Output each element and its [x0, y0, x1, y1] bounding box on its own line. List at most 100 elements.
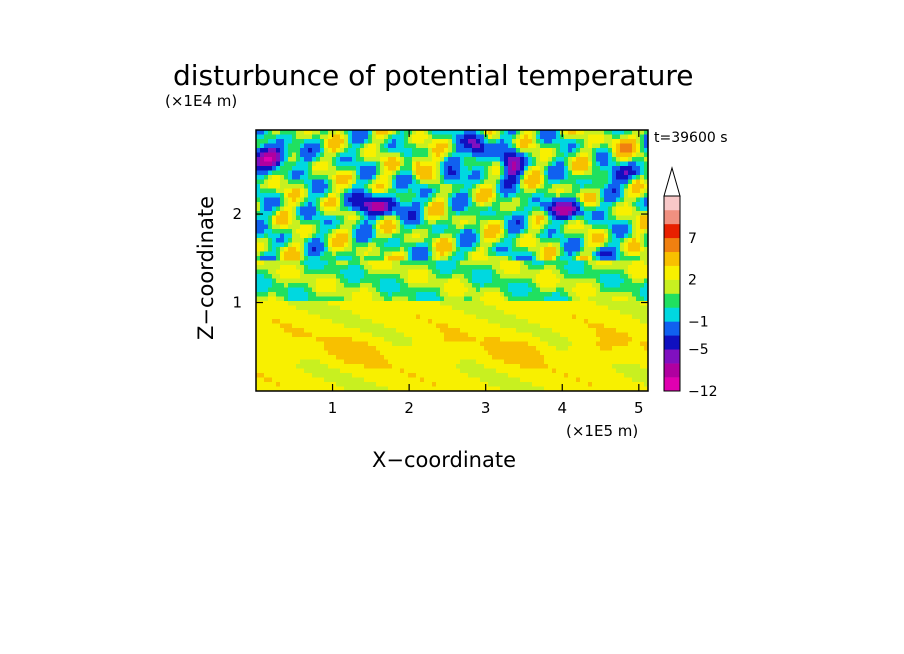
field-cell — [576, 170, 581, 176]
field-cell — [336, 256, 341, 262]
field-cell — [604, 323, 609, 329]
field-cell — [392, 301, 397, 307]
field-cell — [264, 278, 269, 284]
field-cell — [544, 179, 549, 185]
field-cell — [388, 161, 393, 167]
field-cell — [464, 170, 469, 176]
field-cell — [584, 278, 589, 284]
field-cell — [504, 328, 509, 334]
field-cell — [560, 202, 565, 208]
field-cell — [512, 296, 517, 302]
field-cell — [288, 269, 293, 275]
field-cell — [356, 283, 361, 289]
field-cell — [504, 220, 509, 226]
field-cell — [340, 355, 345, 361]
field-cell — [608, 229, 613, 235]
field-cell — [328, 296, 333, 302]
field-cell — [308, 211, 313, 217]
field-cell — [548, 143, 553, 149]
field-cell — [328, 355, 333, 361]
field-cell — [644, 152, 648, 158]
field-cell — [584, 251, 589, 257]
field-cell — [408, 193, 413, 199]
field-cell — [384, 206, 389, 212]
field-cell — [632, 337, 637, 343]
field-cell — [628, 211, 633, 217]
field-cell — [496, 323, 501, 329]
field-cell — [388, 269, 393, 275]
field-cell — [624, 197, 629, 203]
field-cell — [596, 278, 601, 284]
field-cell — [256, 233, 261, 239]
field-cell — [344, 202, 349, 208]
field-cell — [268, 265, 273, 271]
field-cell — [424, 143, 429, 149]
field-cell — [580, 130, 585, 136]
field-cell — [584, 283, 589, 289]
field-cell — [412, 346, 417, 352]
field-cell — [380, 197, 385, 203]
field-cell — [448, 161, 453, 167]
field-cell — [392, 166, 397, 172]
field-cell — [512, 247, 517, 253]
field-cell — [284, 247, 289, 253]
field-cell — [616, 283, 621, 289]
field-cell — [472, 305, 477, 311]
field-cell — [288, 193, 293, 199]
field-cell — [480, 134, 485, 140]
field-cell — [376, 148, 381, 154]
field-cell — [508, 341, 513, 347]
field-cell — [428, 211, 433, 217]
field-cell — [304, 188, 309, 194]
field-cell — [328, 161, 333, 167]
field-cell — [392, 211, 397, 217]
field-cell — [580, 310, 585, 316]
field-cell — [628, 242, 633, 248]
field-cell — [352, 314, 357, 320]
field-cell — [268, 350, 273, 356]
field-cell — [428, 188, 433, 194]
field-cell — [636, 197, 641, 203]
field-cell — [444, 224, 449, 230]
field-cell — [272, 229, 277, 235]
field-cell — [376, 292, 381, 298]
field-cell — [468, 179, 473, 185]
field-cell — [492, 238, 497, 244]
field-cell — [356, 314, 361, 320]
field-cell — [440, 287, 445, 293]
field-cell — [460, 206, 465, 212]
field-cell — [440, 224, 445, 230]
field-cell — [548, 224, 553, 230]
field-cell — [284, 170, 289, 176]
field-cell — [612, 143, 617, 149]
field-cell — [360, 170, 365, 176]
field-cell — [320, 139, 325, 145]
field-cell — [612, 314, 617, 320]
field-cell — [528, 283, 533, 289]
field-cell — [340, 148, 345, 154]
field-cell — [588, 233, 593, 239]
field-cell — [620, 310, 625, 316]
field-cell — [348, 278, 353, 284]
field-cell — [464, 269, 469, 275]
field-cell — [316, 247, 321, 253]
field-cell — [564, 157, 569, 163]
field-cell — [516, 166, 521, 172]
field-cell — [300, 188, 305, 194]
field-cell — [640, 202, 645, 208]
field-cell — [336, 224, 341, 230]
field-cell — [300, 193, 305, 199]
field-cell — [436, 188, 441, 194]
field-cell — [460, 247, 465, 253]
field-cell — [564, 188, 569, 194]
field-cell — [368, 152, 373, 158]
field-cell — [636, 134, 641, 140]
field-cell — [292, 130, 297, 136]
field-cell — [300, 256, 305, 262]
field-cell — [332, 274, 337, 280]
field-cell — [432, 292, 437, 298]
field-cell — [600, 206, 605, 212]
field-cell — [324, 269, 329, 275]
field-cell — [284, 260, 289, 266]
